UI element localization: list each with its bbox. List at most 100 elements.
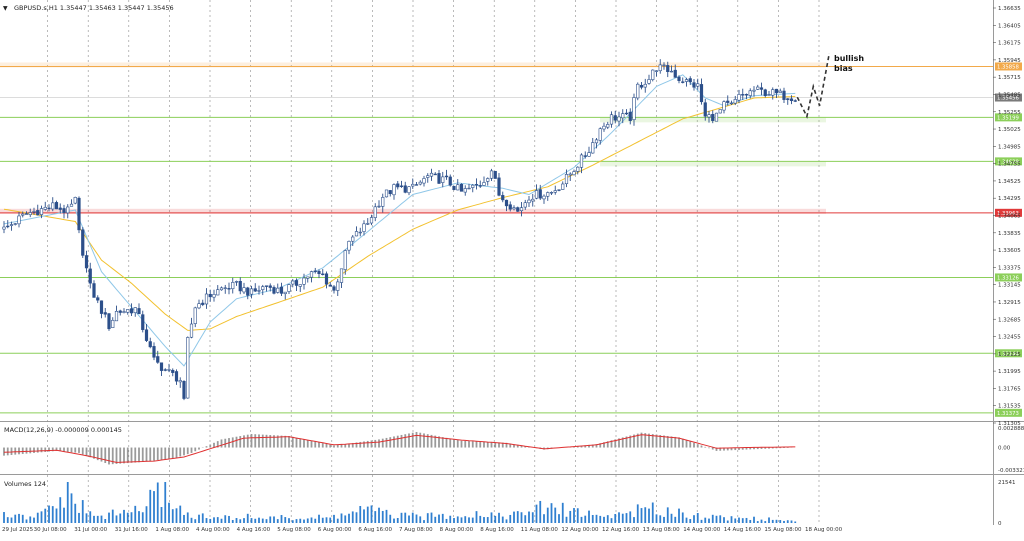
- candle-body: [223, 287, 227, 289]
- candle-body: [793, 100, 797, 102]
- candle-body: [47, 207, 51, 210]
- candle-body: [658, 64, 662, 72]
- candle-body: [186, 337, 190, 399]
- candle-body: [167, 369, 171, 371]
- candle-body: [122, 311, 126, 313]
- candle-body: [51, 202, 55, 210]
- candle-body: [118, 310, 122, 313]
- candle-body: [324, 273, 329, 285]
- candle-body: [688, 78, 692, 83]
- price-tick-label: 1.31535: [998, 404, 1021, 410]
- candle-body: [647, 79, 651, 84]
- candle-body: [459, 183, 464, 192]
- candle-body: [673, 69, 677, 78]
- annotation-line-2: bias: [834, 64, 853, 73]
- date-tick-label: 12 Aug 00:00: [561, 527, 599, 533]
- candle-body: [501, 195, 505, 201]
- candle-body: [253, 288, 257, 292]
- candle-body: [553, 190, 557, 193]
- candle-body: [17, 215, 21, 225]
- candle-body: [429, 172, 434, 177]
- candle-body: [534, 190, 539, 199]
- candle-body: [339, 268, 344, 283]
- candle-body: [452, 185, 456, 190]
- candle-body: [587, 152, 591, 157]
- candle-body: [576, 166, 580, 172]
- candle-body: [583, 155, 587, 157]
- date-tick-label: 8 Aug 00:00: [440, 527, 474, 533]
- candle-body: [298, 284, 302, 287]
- candle-body: [328, 284, 332, 287]
- candle-body: [643, 83, 647, 88]
- macd-tick-label: 0.002888: [998, 426, 1024, 432]
- candle-body: [351, 236, 355, 242]
- candle-body: [246, 287, 250, 296]
- candle-body: [354, 231, 359, 237]
- candle-body: [208, 293, 212, 298]
- candle-body: [212, 294, 216, 298]
- candle-body: [542, 195, 546, 200]
- candle-body: [561, 183, 565, 190]
- price-tick-label: 1.34985: [998, 144, 1021, 150]
- date-tick-label: 6 Aug 00:00: [318, 527, 352, 533]
- candle-body: [523, 202, 527, 208]
- candle-body: [718, 109, 722, 114]
- candle-body: [568, 173, 572, 176]
- candle-body: [407, 186, 411, 194]
- candle-body: [748, 90, 752, 96]
- candle-body: [9, 224, 14, 226]
- candle-body: [759, 87, 764, 90]
- candle-body: [763, 89, 767, 96]
- candle-body: [347, 240, 351, 251]
- candle-body: [756, 86, 760, 90]
- candle-body: [699, 84, 704, 103]
- price-candles: [2, 59, 797, 401]
- price-tick-label: 1.32685: [998, 317, 1021, 323]
- candle-body: [722, 101, 726, 111]
- candle-body: [493, 170, 497, 179]
- candle-body: [471, 184, 475, 188]
- candle-body: [13, 223, 17, 225]
- candle-body: [88, 268, 92, 284]
- price-tick-label: 1.32225: [998, 352, 1021, 358]
- candle-body: [283, 291, 287, 295]
- candle-body: [478, 185, 482, 187]
- candle-body: [62, 208, 66, 213]
- candle-body: [684, 79, 689, 82]
- level-price-label: 1.32144: [997, 351, 1020, 357]
- candle-body: [628, 111, 632, 121]
- candle-body: [381, 197, 385, 207]
- price-tick-label: 1.34755: [998, 162, 1021, 168]
- candle-body: [174, 371, 179, 382]
- level-price-tag: [995, 273, 1022, 282]
- candle-body: [24, 213, 29, 215]
- candle-body: [557, 189, 561, 191]
- candle-body: [114, 310, 119, 322]
- candle-body: [744, 94, 749, 96]
- candle-body: [579, 154, 584, 168]
- candle-body: [111, 319, 115, 328]
- price-tick-label: 1.36635: [998, 6, 1021, 12]
- date-tick-label: 31 Jul 16:00: [115, 527, 148, 533]
- candle-body: [159, 362, 164, 371]
- macd-tick-label: -0.003321: [998, 468, 1024, 474]
- candle-body: [73, 197, 77, 204]
- price-tick-label: 1.33375: [998, 265, 1021, 271]
- candle-body: [302, 277, 306, 285]
- date-tick-label: 4 Aug 00:00: [196, 527, 230, 533]
- candle-body: [197, 303, 201, 309]
- candle-body: [163, 369, 167, 371]
- candle-body: [733, 99, 737, 104]
- chart-header: GBPUSD.s,H1 1.35447 1.35463 1.35447 1.35…: [14, 4, 174, 12]
- level-price-tag: [995, 408, 1022, 417]
- level-price-label: 1.33126: [997, 275, 1020, 281]
- price-tick-label: 1.35025: [998, 127, 1021, 133]
- macd-signal-line: [3, 434, 796, 463]
- candle-body: [388, 190, 392, 195]
- level-price-tag: [995, 349, 1022, 358]
- candle-body: [639, 84, 644, 88]
- candle-body: [384, 189, 389, 198]
- level-price-tag: [995, 62, 1022, 71]
